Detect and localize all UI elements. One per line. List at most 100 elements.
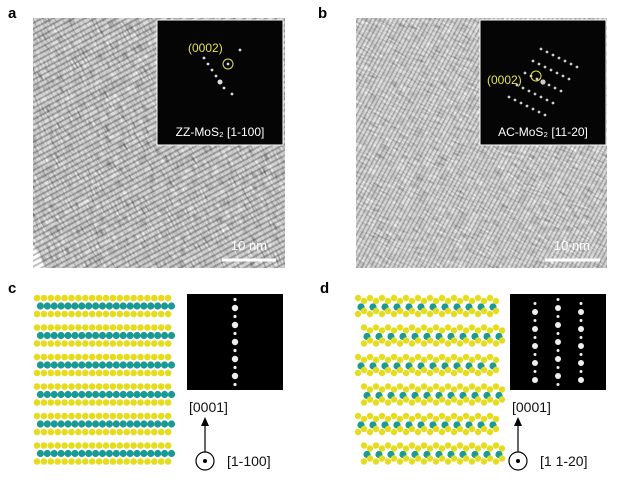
molybdenum-atom [71, 361, 79, 369]
sulfur-atom [414, 353, 422, 361]
sulfur-atom [144, 324, 151, 331]
molybdenum-atom [43, 331, 51, 340]
fft-spot [557, 56, 561, 60]
sulfur-atom [33, 412, 41, 420]
sulfur-atom [414, 337, 422, 344]
sulfur-atom [402, 445, 410, 452]
sulfur-atom [360, 383, 368, 390]
sulfur-atom [157, 324, 165, 331]
sulfur-atom [390, 327, 398, 334]
sulfur-atom [468, 366, 476, 374]
fft-spot [555, 71, 559, 75]
sulfur-atom [360, 399, 368, 406]
sulfur-atom [384, 442, 392, 449]
molybdenum-atom [78, 449, 86, 458]
molybdenum-atom [167, 390, 176, 399]
sulfur-atom [123, 340, 130, 347]
sulfur-atom [360, 340, 368, 347]
sulfur-atom [390, 445, 398, 452]
sulfur-atom [137, 340, 144, 347]
sulfur-atom [116, 428, 124, 436]
sulfur-atom [372, 399, 380, 406]
sulfur-atom [33, 369, 41, 377]
sulfur-atom [408, 415, 416, 423]
sulfur-atom [462, 396, 470, 403]
sulfur-atom [40, 369, 48, 377]
sulfur-atom [420, 307, 428, 315]
sulfur-atom [378, 310, 386, 318]
sulfur-atom [378, 412, 386, 420]
sulfur-atom [88, 412, 96, 420]
sulfur-atom [414, 386, 422, 393]
sulfur-atom [426, 294, 434, 302]
molybdenum-atom [36, 420, 45, 428]
sulfur-atom [40, 428, 48, 436]
sulfur-atom [151, 399, 158, 406]
molybdenum-atom [78, 361, 86, 369]
sulfur-atom [54, 369, 61, 377]
sulfur-atom [61, 310, 68, 318]
molybdenum-atom [98, 302, 107, 310]
molybdenum-atom [147, 390, 155, 399]
sulfur-atom [354, 428, 362, 436]
sulfur-atom [474, 337, 482, 344]
molybdenum-atom [133, 361, 141, 369]
sulfur-atom [144, 428, 151, 436]
sulfur-atom [116, 369, 124, 377]
sulfur-atom [492, 442, 500, 449]
molybdenum-atom [167, 331, 176, 340]
sulfur-atom [378, 396, 386, 403]
sulfur-atom [82, 294, 89, 302]
sulfur-atom [144, 353, 151, 361]
sulfur-atom [384, 366, 392, 374]
sulfur-atom [360, 297, 368, 305]
sulfur-atom [123, 294, 130, 302]
molybdenum-atom [112, 331, 120, 340]
sulfur-atom [47, 340, 55, 347]
sulfur-atom [116, 458, 124, 465]
fft-spot [559, 89, 563, 93]
fft-spot [575, 65, 579, 69]
molybdenum-atom [167, 361, 176, 369]
sulfur-atom [88, 294, 96, 302]
sulfur-atom [137, 324, 144, 331]
molybdenum-atom [140, 331, 148, 340]
molybdenum-atom [92, 390, 100, 399]
sulfur-atom [468, 307, 476, 315]
fft-spot [206, 62, 210, 66]
diffraction-spot [533, 370, 537, 373]
sulfur-atom [396, 399, 404, 406]
sulfur-atom [438, 369, 446, 377]
sulfur-atom [102, 340, 110, 347]
fft-spot [551, 53, 555, 57]
diffraction-spot [233, 331, 237, 336]
sulfur-atom [47, 310, 55, 318]
panel-label: c [8, 280, 16, 297]
sulfur-atom [468, 442, 476, 449]
sulfur-atom [151, 310, 158, 318]
sulfur-atom [420, 340, 428, 347]
sulfur-atom [450, 337, 458, 344]
sulfur-atom [444, 425, 452, 433]
sulfur-atom [444, 415, 452, 423]
sulfur-atom [360, 356, 368, 364]
molybdenum-atom [140, 390, 148, 399]
diffraction-spot [555, 322, 561, 328]
diffraction-spot [532, 326, 538, 332]
sulfur-atom [54, 353, 61, 361]
molybdenum-atom [105, 390, 113, 399]
sulfur-atom [444, 324, 452, 331]
sulfur-atom [40, 383, 48, 390]
sulfur-atom [75, 294, 82, 302]
panel-label: b [318, 5, 327, 22]
diffraction-spot [556, 315, 560, 318]
arrow-head [514, 417, 522, 426]
sulfur-atom [40, 353, 48, 361]
sulfur-atom [95, 412, 103, 420]
sulfur-atom [109, 310, 117, 318]
sulfur-atom [402, 294, 410, 302]
sulfur-atom [420, 366, 428, 374]
sulfur-atom [456, 297, 464, 305]
sulfur-atom [116, 353, 124, 361]
sulfur-atom [157, 428, 165, 436]
